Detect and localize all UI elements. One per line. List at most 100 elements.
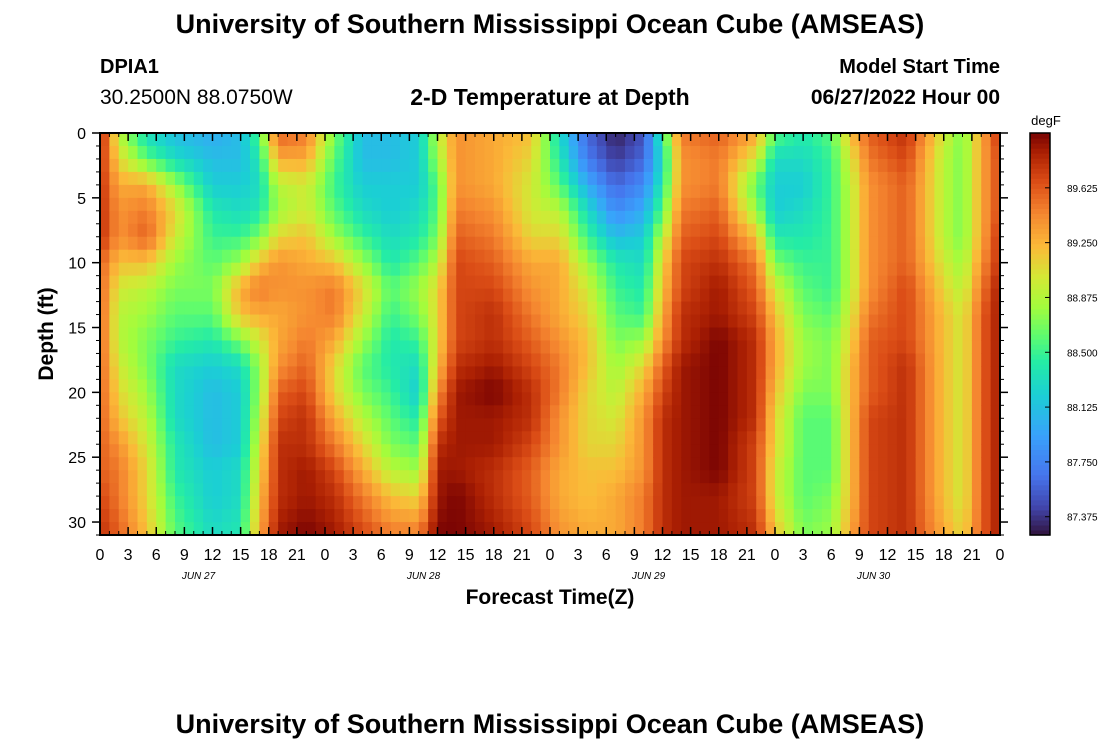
heatmap-cell [728, 184, 739, 199]
heatmap-cell [718, 483, 729, 497]
heatmap-cell [681, 366, 692, 380]
heatmap-cell [634, 249, 645, 264]
heatmap-cell [203, 236, 214, 251]
heatmap-cell [718, 366, 729, 380]
heatmap-cell [362, 392, 373, 406]
heatmap-cell [784, 470, 795, 484]
heatmap-cell [690, 145, 701, 160]
heatmap-cell [587, 405, 598, 419]
heatmap-cell [737, 457, 748, 471]
heatmap-cell [934, 457, 945, 471]
heatmap-cell [615, 470, 626, 484]
heatmap-cell [868, 133, 879, 147]
heatmap-cell [606, 145, 617, 160]
heatmap-cell [671, 301, 682, 316]
heatmap-cell [362, 314, 373, 329]
heatmap-cell [343, 392, 354, 406]
heatmap-cell [343, 379, 354, 393]
heatmap-cell [868, 288, 879, 303]
heatmap-cell [653, 184, 664, 199]
heatmap-cell [915, 145, 926, 160]
heatmap-cell [803, 275, 814, 290]
heatmap-cell [268, 223, 279, 238]
heatmap-cell [906, 470, 917, 484]
heatmap-cell [690, 184, 701, 199]
heatmap-cell [137, 496, 148, 510]
heatmap-cell [212, 522, 223, 536]
heatmap-cell [662, 249, 673, 264]
heatmap-cell [409, 470, 420, 484]
heatmap-cell [803, 210, 814, 225]
heatmap-cell [278, 301, 289, 316]
heatmap-cell [343, 418, 354, 432]
heatmap-cell [990, 249, 1001, 264]
heatmap-cell [137, 210, 148, 225]
heatmap-cell [803, 327, 814, 342]
heatmap-cell [371, 262, 382, 277]
heatmap-cell [953, 275, 964, 290]
heatmap-cell [503, 353, 514, 368]
heatmap-cell [868, 340, 879, 355]
heatmap-cell [756, 340, 767, 355]
heatmap-cell [728, 522, 739, 536]
heatmap-cell [221, 210, 232, 225]
heatmap-cell [840, 418, 851, 432]
heatmap-cell [203, 509, 214, 523]
heatmap-cell [362, 405, 373, 419]
heatmap-cell [943, 145, 954, 160]
heatmap-cell [128, 145, 139, 160]
heatmap-cell [475, 340, 485, 355]
heatmap-cell [625, 366, 635, 380]
heatmap-cell [521, 249, 532, 264]
heatmap-cell [531, 457, 542, 471]
heatmap-cell [334, 262, 345, 277]
heatmap-cell [653, 353, 664, 368]
heatmap-cell [840, 405, 851, 419]
heatmap-cell [568, 262, 579, 277]
heatmap-cell [128, 509, 139, 523]
heatmap-cell [400, 340, 410, 355]
heatmap-cell [137, 327, 148, 342]
heatmap-cell [428, 405, 439, 419]
heatmap-cell [353, 379, 364, 393]
heatmap-cell [193, 301, 204, 316]
heatmap-cell [981, 431, 992, 445]
heatmap-cell [981, 145, 992, 160]
heatmap-cell [531, 340, 542, 355]
heatmap-cell [165, 262, 176, 277]
heatmap-cell [971, 522, 982, 536]
heatmap-cell [118, 275, 129, 290]
heatmap-cell [100, 509, 110, 523]
heatmap-cell [343, 366, 354, 380]
heatmap-cell [400, 379, 410, 393]
heatmap-cell [381, 275, 392, 290]
heatmap-cell [925, 249, 935, 264]
heatmap-cell [812, 509, 823, 523]
heatmap-cell [231, 483, 242, 497]
heatmap-cell [465, 431, 476, 445]
heatmap-cell [718, 418, 729, 432]
heatmap-cell [559, 210, 570, 225]
heatmap-cell [428, 288, 439, 303]
heatmap-cell [343, 457, 354, 471]
heatmap-cell [512, 522, 523, 536]
heatmap-cell [859, 314, 870, 329]
heatmap-cell [540, 496, 551, 510]
heatmap-cell [409, 133, 420, 147]
heatmap-cell [203, 197, 214, 212]
heatmap-cell [925, 223, 935, 238]
heatmap-cell [925, 210, 935, 225]
heatmap-cell [175, 418, 185, 432]
heatmap-cell [353, 470, 364, 484]
colorbar-segment [1030, 238, 1050, 245]
heatmap-cell [700, 496, 710, 510]
heatmap-cell [128, 483, 139, 497]
heatmap-cell [718, 496, 729, 510]
heatmap-cell [953, 483, 964, 497]
colorbar-segment [1030, 479, 1050, 486]
heatmap-cell [934, 444, 945, 458]
heatmap-cell [690, 210, 701, 225]
heatmap-cell [756, 314, 767, 329]
heatmap-cell [803, 392, 814, 406]
heatmap-cell [953, 379, 964, 393]
